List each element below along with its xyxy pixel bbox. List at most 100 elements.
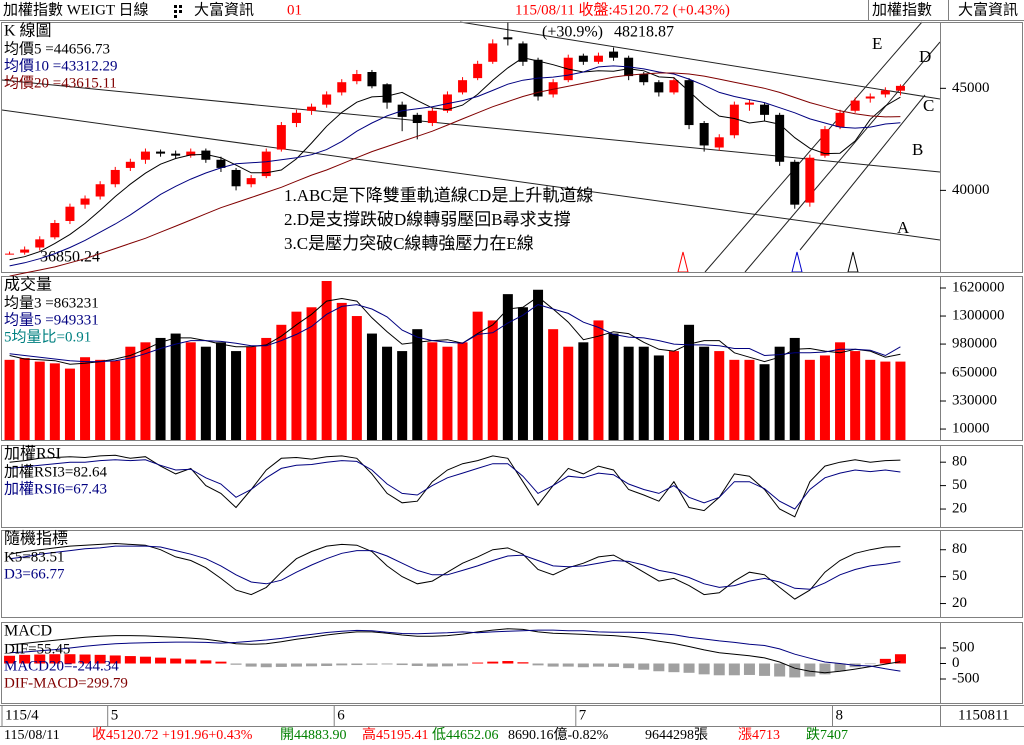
candle-body bbox=[593, 55, 603, 62]
status-shares: 9644298張 bbox=[645, 728, 708, 743]
panel-title: K 線圖 bbox=[4, 22, 52, 40]
macd-bar bbox=[185, 659, 197, 664]
macd-bar bbox=[411, 663, 423, 666]
candle-body bbox=[669, 80, 679, 93]
candle-body bbox=[548, 82, 558, 95]
macd-bar bbox=[517, 662, 529, 664]
volume-bar bbox=[291, 311, 302, 440]
macd-bar bbox=[759, 663, 771, 676]
status-up: 漲4713 bbox=[738, 727, 780, 743]
panel-title: MACD bbox=[4, 623, 52, 640]
candle-body bbox=[880, 90, 890, 95]
y-tick-label: 50 bbox=[952, 477, 967, 493]
legend-entry: 均價10 =43312.29 bbox=[4, 57, 117, 74]
candle-body bbox=[276, 125, 286, 150]
candle-body bbox=[518, 43, 528, 62]
line-series bbox=[9, 296, 901, 365]
volume-bar bbox=[231, 351, 242, 440]
macd-bar bbox=[19, 654, 31, 664]
volume-bar bbox=[593, 320, 604, 440]
volume-bar bbox=[699, 346, 710, 440]
candle-body bbox=[307, 106, 317, 111]
legend-entry: DIF=55.45 bbox=[4, 641, 70, 657]
panel-title: 加權RSI bbox=[4, 445, 61, 463]
volume-bar bbox=[623, 346, 634, 440]
line-series bbox=[9, 65, 901, 267]
macd-bar bbox=[834, 663, 846, 672]
macd-bar bbox=[200, 660, 212, 664]
line-series bbox=[9, 542, 901, 600]
volume-bar bbox=[49, 363, 60, 440]
volume-bar bbox=[502, 294, 513, 440]
volume-bar bbox=[261, 337, 272, 440]
volume-bar bbox=[895, 361, 906, 440]
candle-body bbox=[382, 84, 392, 103]
macd-bar bbox=[290, 663, 302, 667]
volume-bar bbox=[714, 351, 725, 440]
macd-bar bbox=[864, 663, 876, 665]
status-down: 跌7407 bbox=[806, 727, 848, 743]
macd-bar bbox=[170, 658, 182, 664]
annotation: C bbox=[923, 96, 934, 115]
candle-body bbox=[684, 80, 694, 126]
macd-bar bbox=[139, 656, 151, 664]
line-series bbox=[9, 628, 901, 674]
macd-bar bbox=[441, 663, 453, 667]
y-tick-label: -500 bbox=[952, 670, 980, 686]
macd-bar bbox=[638, 663, 650, 670]
macd-bar bbox=[230, 663, 242, 665]
macd-bar bbox=[215, 661, 227, 664]
status-low: 低44652.06 bbox=[432, 727, 499, 743]
volume-bar bbox=[155, 337, 166, 440]
y-tick-label: 80 bbox=[952, 541, 967, 557]
macd-bar bbox=[623, 663, 635, 669]
macd-bar bbox=[728, 663, 740, 676]
macd-bar bbox=[366, 663, 378, 665]
volume-bar bbox=[457, 342, 468, 440]
panel-frame bbox=[1, 622, 1023, 704]
candle-body bbox=[231, 169, 241, 187]
macd-bar bbox=[94, 654, 106, 664]
candle-body bbox=[503, 37, 513, 40]
line-series bbox=[9, 545, 901, 590]
volume-bar bbox=[442, 346, 453, 440]
volume-bar bbox=[684, 324, 695, 440]
candle-body bbox=[820, 129, 830, 156]
candle-body bbox=[458, 80, 468, 93]
volume-bar bbox=[185, 342, 196, 440]
y-tick-label: 650000 bbox=[952, 364, 997, 380]
macd-bar bbox=[774, 663, 786, 677]
volume-bar bbox=[140, 342, 151, 440]
legend-entry: D3=66.77 bbox=[4, 566, 65, 582]
candle-body bbox=[352, 74, 362, 82]
y-tick-label: 980000 bbox=[952, 336, 997, 352]
y-tick-label: 0 bbox=[952, 655, 960, 671]
status-amount: 8690.16億-0.82% bbox=[508, 727, 609, 743]
candle-body bbox=[865, 96, 875, 99]
x-tick-label: 6 bbox=[337, 707, 345, 723]
macd-bar bbox=[457, 663, 469, 666]
macd-bar bbox=[351, 663, 363, 666]
candle-body bbox=[790, 161, 800, 205]
volume-bar bbox=[819, 355, 830, 440]
panel-frame bbox=[1, 22, 1023, 273]
volume-bar bbox=[125, 346, 136, 440]
volume-bar bbox=[321, 280, 332, 440]
volume-bar bbox=[246, 346, 257, 440]
legend-entry: MACD20=-244.34 bbox=[4, 658, 119, 674]
volume-bar bbox=[865, 359, 876, 440]
volume-bar bbox=[668, 351, 679, 440]
date-label: 1150811 bbox=[958, 707, 1009, 723]
macd-bar bbox=[34, 654, 46, 664]
y-tick-label: 20 bbox=[952, 500, 967, 516]
annotation: 3.C是壓力突破C線轉強壓力在E線 bbox=[284, 234, 534, 253]
panel-frame bbox=[1, 445, 1023, 528]
macd-bar bbox=[502, 661, 514, 664]
candle-body bbox=[699, 123, 709, 146]
y-tick-label: 80 bbox=[952, 454, 967, 470]
candle-body bbox=[775, 114, 785, 162]
volume-bar bbox=[608, 333, 619, 440]
volume-bar bbox=[472, 311, 483, 440]
candle-body bbox=[714, 137, 724, 148]
annotation: 1.ABC是下降雙重軌道線CD是上升軌道線 bbox=[284, 186, 593, 205]
